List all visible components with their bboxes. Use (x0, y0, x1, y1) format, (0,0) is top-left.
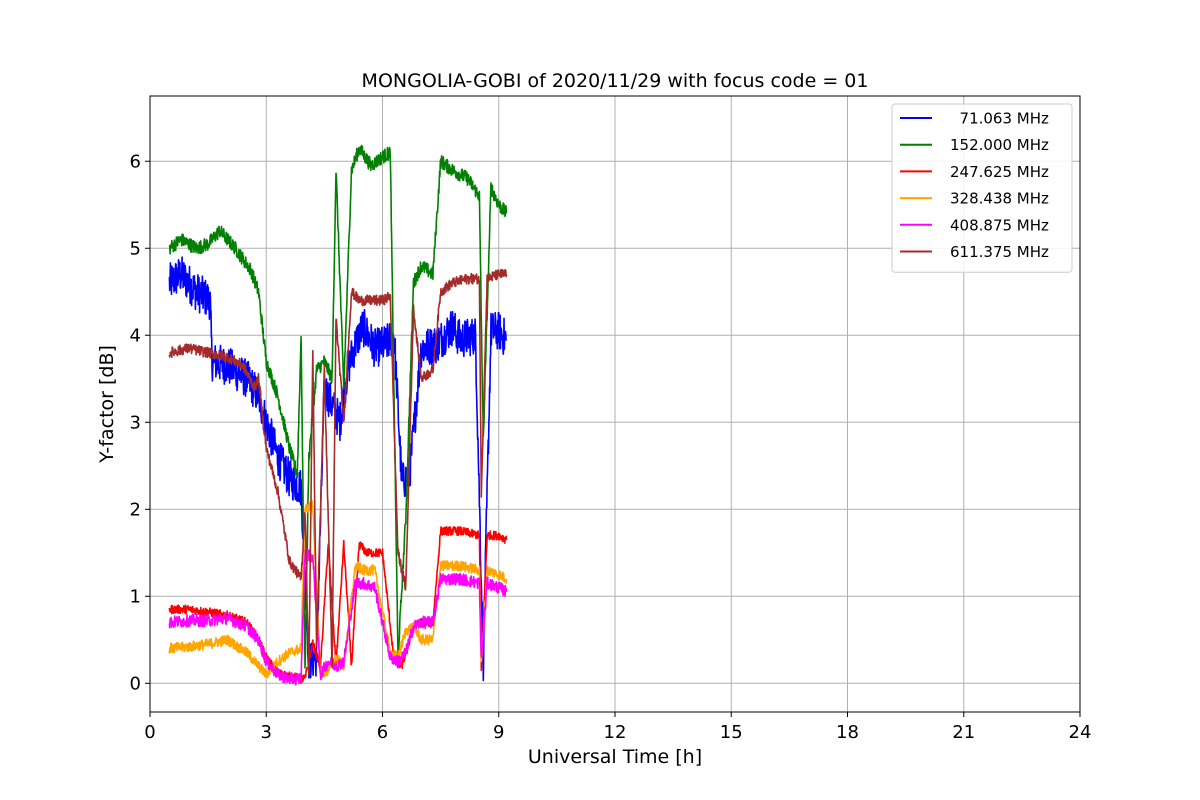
x-tick-label: 15 (720, 722, 743, 743)
legend-label: 152.000 MHz (950, 136, 1049, 154)
legend-label: 328.438 MHz (950, 190, 1049, 208)
y-tick-label: 5 (130, 238, 141, 259)
y-tick-label: 1 (130, 586, 141, 607)
x-tick-label: 0 (144, 722, 155, 743)
x-tick-label: 3 (261, 722, 272, 743)
x-tick-label: 6 (377, 722, 388, 743)
x-axis-label: Universal Time [h] (528, 746, 702, 768)
legend-label: 611.375 MHz (950, 243, 1049, 261)
x-tick-label: 9 (493, 722, 504, 743)
x-tick-label: 18 (836, 722, 859, 743)
series-line (168, 268, 508, 676)
y-tick-label: 2 (130, 499, 141, 520)
chart-title: MONGOLIA-GOBI of 2020/11/29 with focus c… (362, 70, 869, 92)
series-line (168, 499, 508, 680)
y-tick-label: 4 (130, 325, 141, 346)
series-line (168, 144, 508, 669)
x-tick-label: 21 (952, 722, 975, 743)
series-line (168, 548, 508, 686)
x-tick-label: 12 (604, 722, 627, 743)
legend-label: 408.875 MHz (950, 216, 1049, 234)
y-tick-label: 6 (130, 151, 141, 172)
y-axis-label: Y-factor [dB] (96, 345, 118, 464)
legend-label: 247.625 MHz (950, 163, 1049, 181)
plot-area (168, 144, 508, 686)
legend-label: 71.063 MHz (950, 110, 1049, 128)
series-line (168, 256, 508, 682)
y-tick-label: 0 (130, 673, 141, 694)
y-tick-label: 3 (130, 412, 141, 433)
x-tick-label: 24 (1069, 722, 1092, 743)
legend: 71.063 MHz 152.000 MHz 247.625 MHz 328.438 … (891, 103, 1073, 273)
legend-box (891, 103, 1073, 273)
